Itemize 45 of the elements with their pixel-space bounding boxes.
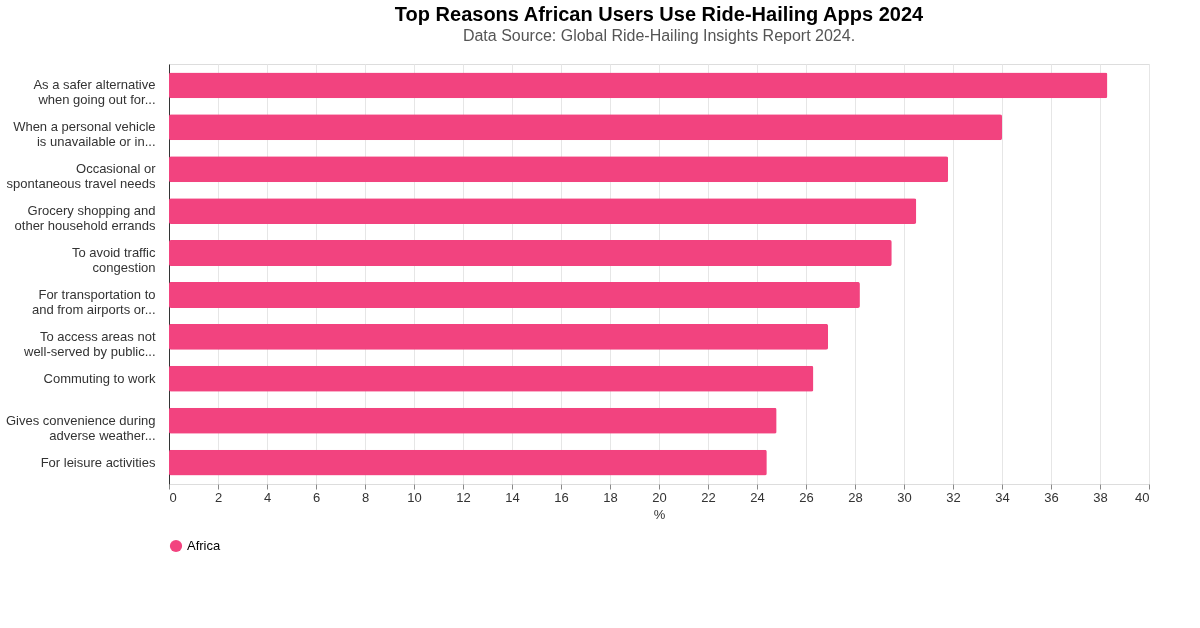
bar bbox=[169, 72, 1108, 99]
bar bbox=[169, 156, 949, 183]
x-tick-label: 26 bbox=[799, 489, 814, 505]
x-tick-label: 32 bbox=[946, 489, 961, 505]
x-tick-label: 10 bbox=[407, 489, 422, 505]
bar bbox=[169, 240, 892, 267]
x-tick-label: 0 bbox=[169, 489, 177, 505]
y-tick-label: As a safer alternative when going out for... bbox=[33, 77, 156, 108]
bar bbox=[169, 323, 829, 350]
y-tick-label: Grocery shopping and other household errands bbox=[14, 203, 156, 234]
legend-label: Africa bbox=[187, 538, 221, 553]
x-tick-label: 38 bbox=[1093, 489, 1108, 505]
x-tick-label: 22 bbox=[701, 489, 716, 505]
x-tick-label: 24 bbox=[750, 489, 765, 505]
y-tick-label: For leisure activities bbox=[40, 454, 156, 470]
bar bbox=[169, 365, 814, 392]
x-tick-label: 14 bbox=[505, 489, 520, 505]
bar bbox=[169, 114, 1002, 141]
y-tick-label: For transportation to and from airports or... bbox=[31, 286, 156, 317]
x-tick-label: 40 bbox=[1135, 489, 1150, 505]
x-tick-label: 4 bbox=[263, 489, 272, 505]
y-tick-label: When a personal vehicle is unavailable or in... bbox=[13, 119, 156, 150]
x-tick-label: 16 bbox=[554, 489, 569, 505]
bar bbox=[169, 407, 777, 434]
y-tick-label: Commuting to work bbox=[43, 370, 156, 386]
x-tick-label: 6 bbox=[312, 489, 321, 505]
x-axis-title: % bbox=[653, 506, 666, 522]
x-tick-label: 18 bbox=[603, 489, 618, 505]
y-tick-label: To access areas not well-served by public... bbox=[23, 328, 156, 359]
x-tick-label: 8 bbox=[361, 489, 370, 505]
bar bbox=[169, 281, 860, 308]
bar bbox=[169, 198, 917, 225]
y-tick-label: Occasional or spontaneous travel needs bbox=[6, 161, 157, 192]
x-tick-label: 34 bbox=[995, 489, 1010, 505]
x-tick-label: 30 bbox=[897, 489, 912, 505]
x-tick-label: 36 bbox=[1044, 489, 1059, 505]
chart-title: Top Reasons African Users Use Ride-Hailing Apps 2024 bbox=[394, 3, 925, 25]
chart-subtitle: Data Source: Global Ride-Hailing Insights Report 2024. bbox=[462, 27, 856, 44]
x-tick-label: 28 bbox=[848, 489, 863, 505]
x-tick-label: 12 bbox=[456, 489, 471, 505]
bar bbox=[169, 449, 767, 476]
y-tick-label: To avoid traffic congestion bbox=[71, 245, 156, 276]
x-tick-label: 20 bbox=[652, 489, 667, 505]
y-tick-label: Gives convenience during adverse weather... bbox=[5, 412, 156, 443]
x-tick-label: 2 bbox=[214, 489, 223, 505]
